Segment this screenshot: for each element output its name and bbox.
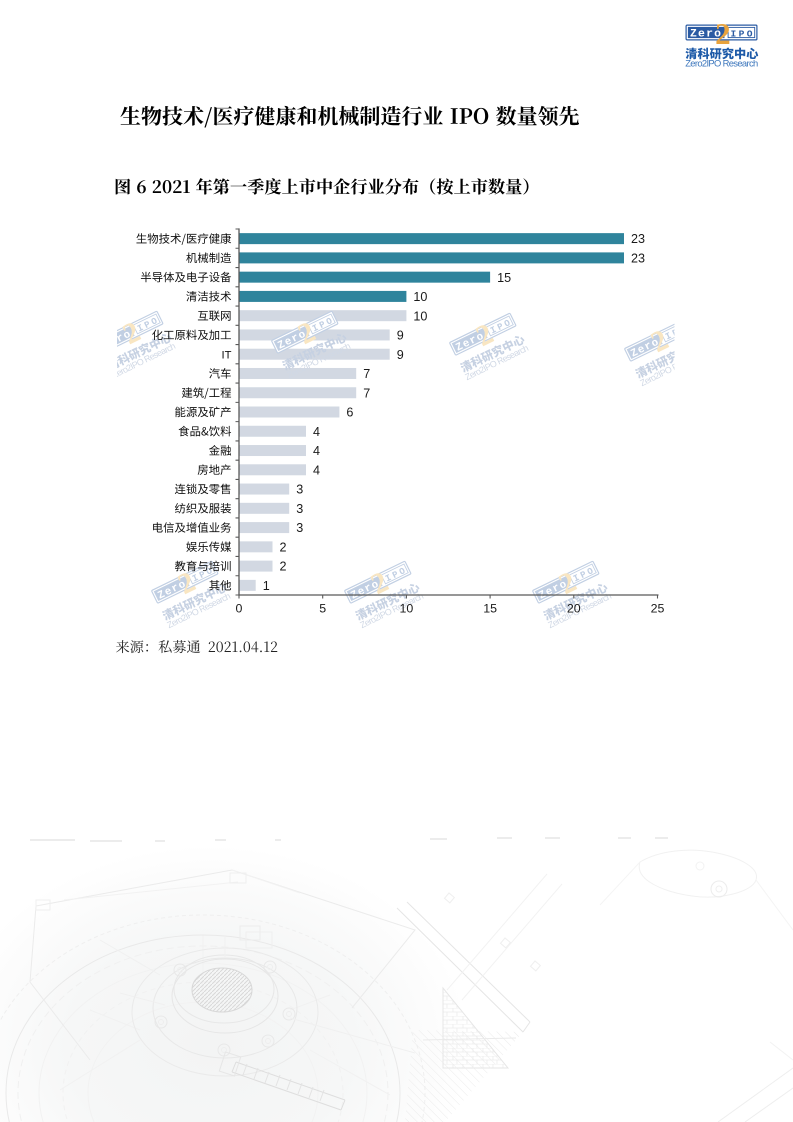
svg-text:3: 3 <box>296 483 303 497</box>
svg-text:4: 4 <box>313 444 320 458</box>
svg-text:IT: IT <box>222 349 232 361</box>
svg-text:2: 2 <box>280 540 287 554</box>
svg-text:6: 6 <box>346 406 353 420</box>
svg-text:15: 15 <box>497 271 511 285</box>
svg-text:10: 10 <box>400 602 414 616</box>
svg-text:5: 5 <box>319 602 326 616</box>
svg-text:4: 4 <box>313 463 320 477</box>
svg-text:23: 23 <box>631 232 645 246</box>
svg-text:7: 7 <box>363 367 370 381</box>
svg-text:3: 3 <box>296 521 303 535</box>
svg-text:9: 9 <box>397 348 404 362</box>
svg-text:9: 9 <box>397 329 404 343</box>
svg-text:20: 20 <box>567 602 581 616</box>
svg-text:25: 25 <box>651 602 665 616</box>
svg-text:2: 2 <box>280 560 287 574</box>
svg-text:0: 0 <box>236 602 243 616</box>
svg-text:7: 7 <box>363 386 370 400</box>
svg-text:23: 23 <box>631 251 645 265</box>
svg-text:3: 3 <box>296 502 303 516</box>
svg-text:4: 4 <box>313 425 320 439</box>
svg-text:1: 1 <box>263 579 270 593</box>
svg-text:10: 10 <box>413 309 427 323</box>
svg-text:10: 10 <box>413 290 427 304</box>
svg-text:15: 15 <box>483 602 497 616</box>
